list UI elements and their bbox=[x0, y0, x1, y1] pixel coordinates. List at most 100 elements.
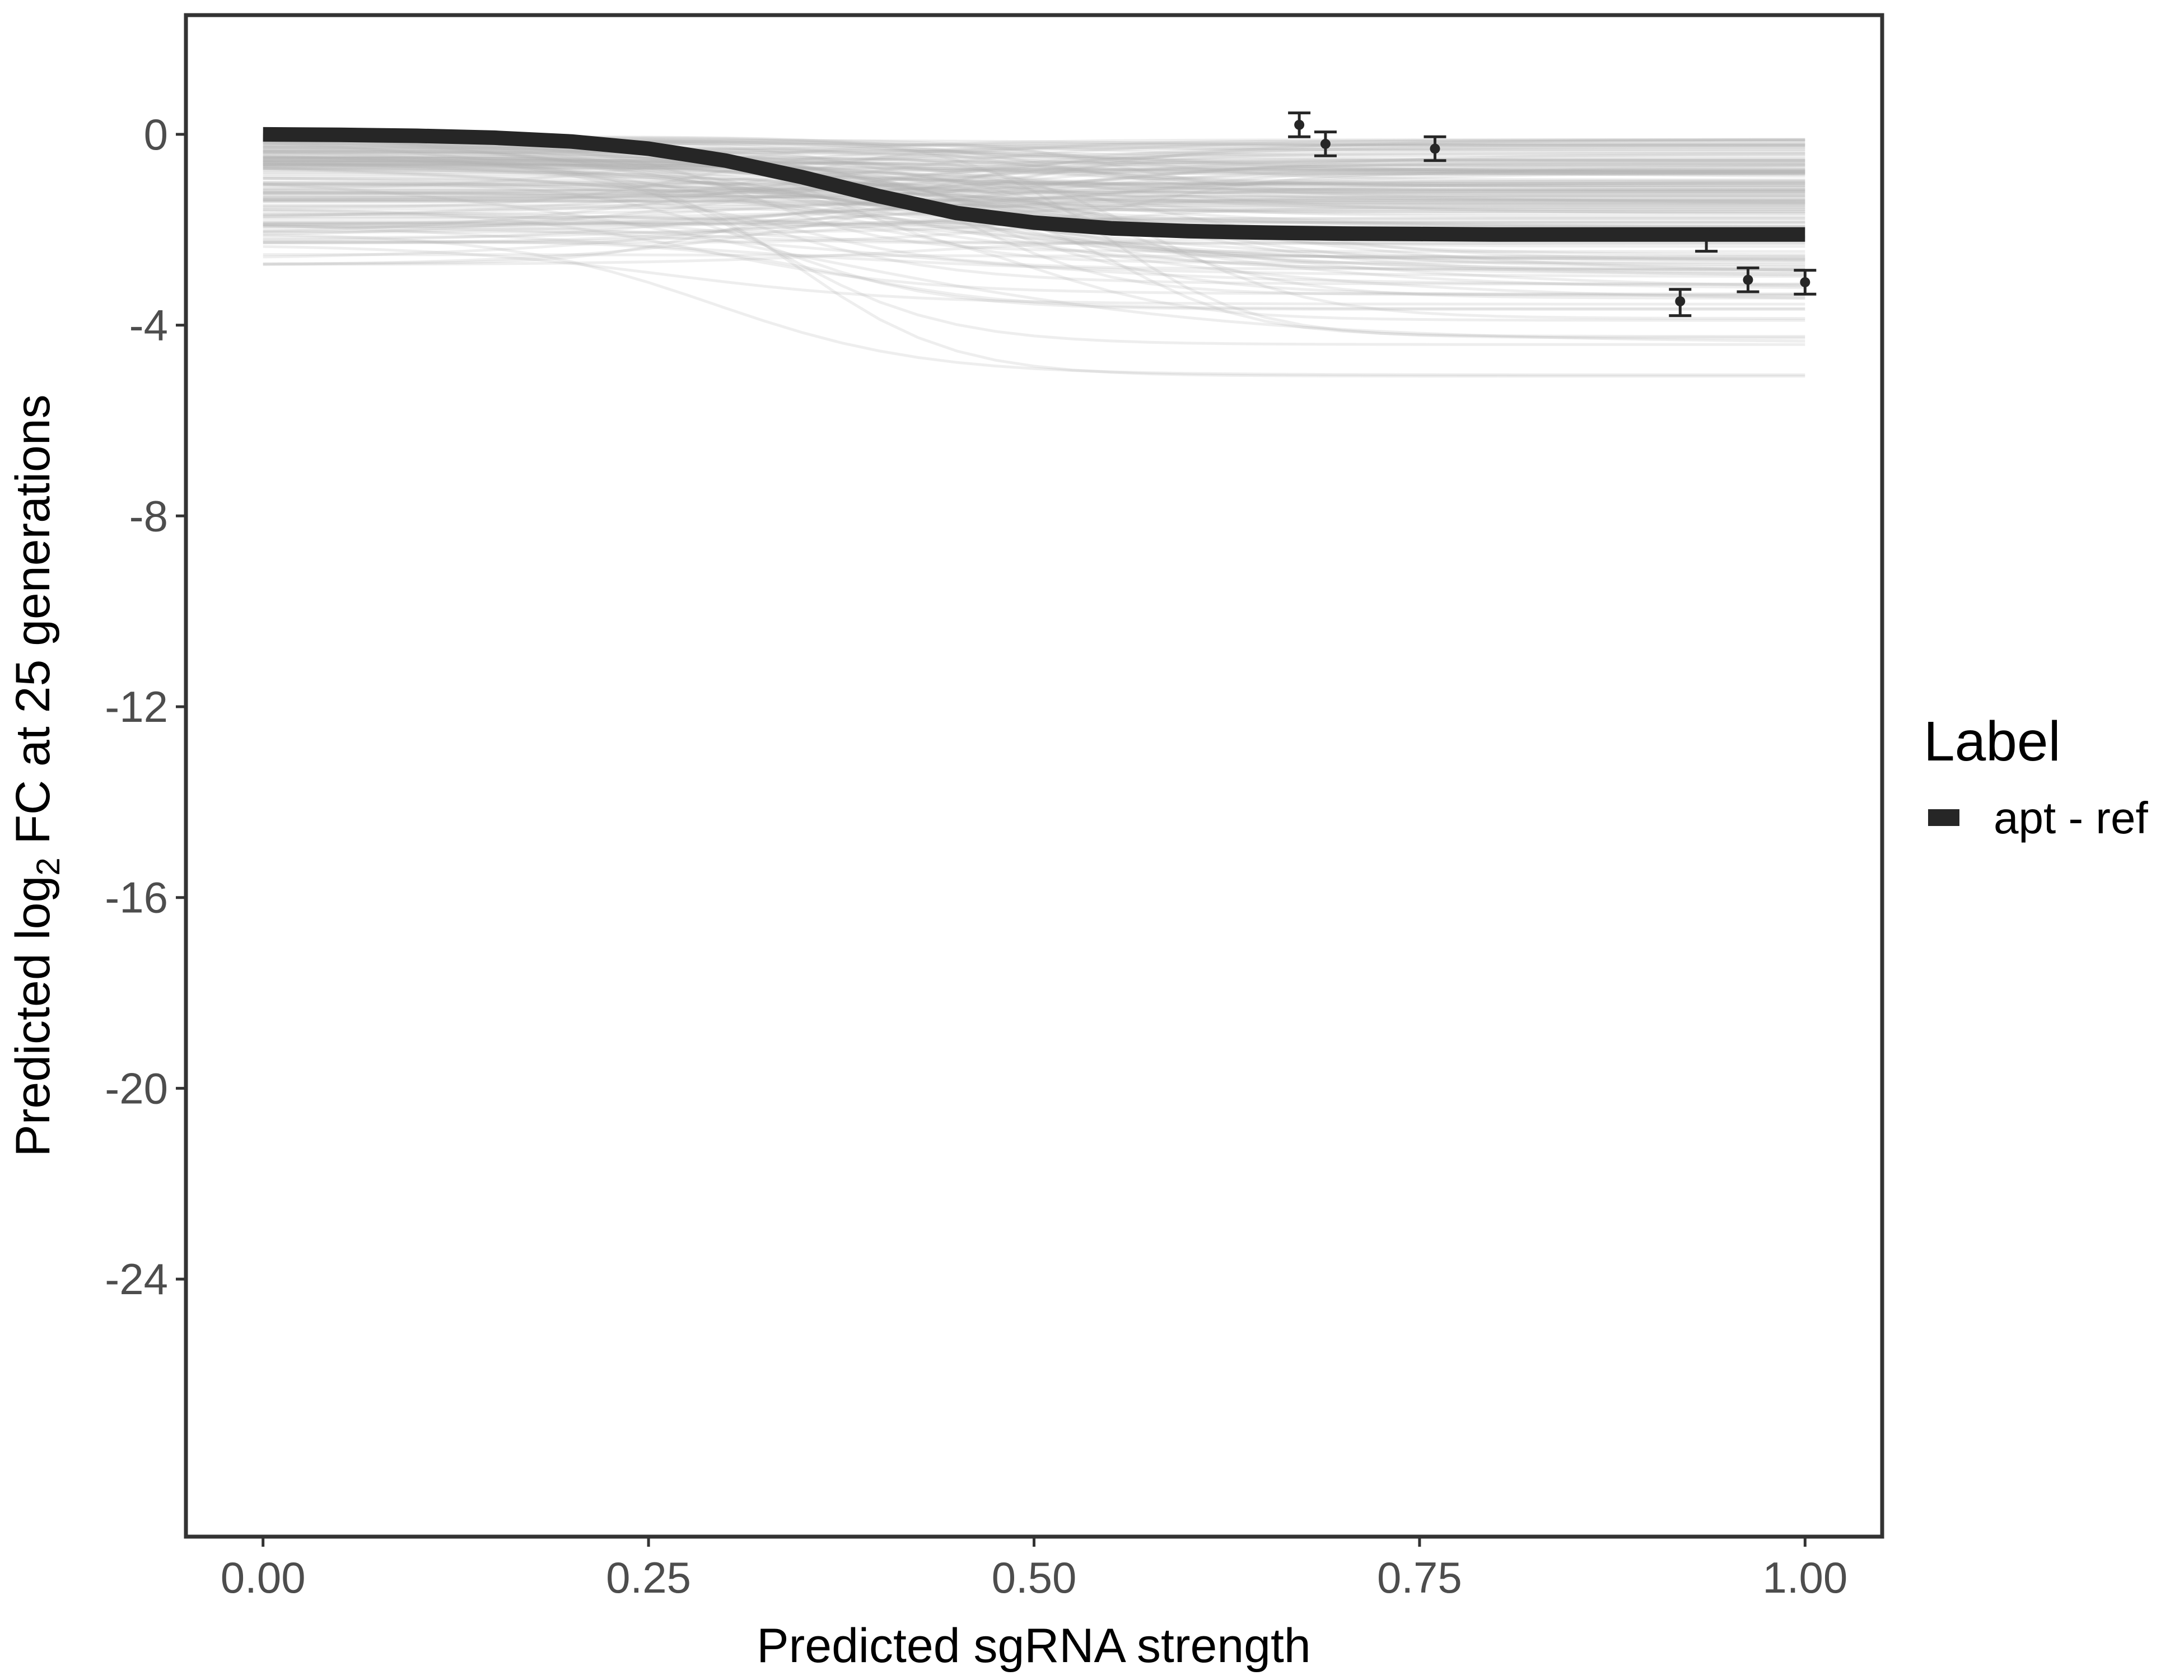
posterior-draw-line bbox=[263, 167, 1805, 261]
posterior-draw-line bbox=[263, 150, 1805, 320]
posterior-draw-line bbox=[263, 208, 1805, 228]
posterior-draw-line bbox=[263, 146, 1805, 271]
observed-point bbox=[1314, 130, 1337, 157]
posterior-draw-line bbox=[263, 164, 1805, 300]
x-tick-label: 0.00 bbox=[221, 1553, 306, 1602]
posterior-draw-line bbox=[263, 160, 1805, 189]
posterior-draw-line bbox=[263, 171, 1805, 192]
posterior-draw-line bbox=[263, 163, 1805, 218]
posterior-draw-line bbox=[263, 168, 1805, 195]
posterior-draw-line bbox=[263, 153, 1805, 201]
posterior-draw-line bbox=[263, 171, 1805, 217]
x-axis-title: Predicted sgRNA strength bbox=[757, 1619, 1311, 1673]
posterior-draw-line bbox=[263, 199, 1805, 213]
posterior-draw-line bbox=[263, 145, 1805, 162]
posterior-draw-line bbox=[263, 194, 1805, 226]
posterior-draw-line bbox=[263, 161, 1805, 266]
x-tick-label: 0.75 bbox=[1377, 1553, 1462, 1602]
data-point bbox=[1701, 229, 1712, 240]
posterior-draw-line bbox=[263, 161, 1805, 378]
posterior-draw-line bbox=[263, 147, 1805, 209]
y-tick-label: -16 bbox=[105, 873, 168, 922]
observed-point bbox=[1288, 111, 1311, 138]
posterior-draw-line bbox=[263, 163, 1805, 218]
posterior-draw-line bbox=[263, 239, 1805, 310]
posterior-draw-line bbox=[263, 160, 1805, 165]
posterior-draw-line bbox=[263, 140, 1805, 156]
y-axis-title: Predicted log2 FC at 25 generations bbox=[6, 394, 67, 1156]
posterior-draw-line bbox=[263, 142, 1805, 160]
data-point bbox=[1800, 277, 1810, 287]
legend-key-apt-ref bbox=[1928, 809, 1959, 826]
y-tick-label: -24 bbox=[105, 1254, 168, 1304]
observed-point bbox=[1669, 288, 1692, 318]
posterior-draw-line bbox=[263, 245, 1805, 306]
posterior-draw-line bbox=[263, 166, 1805, 171]
posterior-draw-line bbox=[263, 137, 1805, 176]
posterior-draw-line bbox=[263, 156, 1805, 346]
posterior-draw-line bbox=[263, 182, 1805, 199]
y-axis-title-subscript: 2 bbox=[30, 857, 67, 875]
x-tick-label: 0.50 bbox=[992, 1553, 1077, 1602]
data-point bbox=[1743, 274, 1753, 285]
posterior-draw-line bbox=[263, 142, 1805, 202]
posterior-draw-line bbox=[263, 212, 1805, 245]
posterior-draw-line bbox=[263, 151, 1805, 286]
posterior-draw-line bbox=[263, 208, 1805, 296]
legend-label-apt-ref: apt - ref bbox=[1994, 793, 2148, 843]
y-tick-label: -20 bbox=[105, 1063, 168, 1113]
posterior-draw-line bbox=[263, 169, 1805, 203]
posterior-draw-line bbox=[263, 171, 1805, 220]
posterior-draw-line bbox=[263, 160, 1805, 188]
legend: Label apt - ref bbox=[1924, 710, 2148, 843]
x-tick-label: 1.00 bbox=[1762, 1553, 1847, 1602]
posterior-draw-line bbox=[263, 172, 1805, 211]
posterior-draw-line bbox=[263, 175, 1805, 268]
posterior-draw-line bbox=[263, 201, 1805, 241]
posterior-draw-line bbox=[263, 158, 1805, 187]
y-tick-label: -12 bbox=[105, 682, 168, 731]
posterior-draw-line bbox=[263, 161, 1805, 205]
posterior-draw-line bbox=[263, 184, 1805, 195]
posterior-draw-line bbox=[263, 181, 1805, 186]
posterior-draw-line bbox=[263, 164, 1805, 192]
posterior-draw-line bbox=[263, 155, 1805, 203]
posterior-draw-line bbox=[263, 182, 1805, 343]
posterior-draw-line bbox=[263, 233, 1805, 376]
posterior-draw-line bbox=[263, 215, 1805, 322]
observed-point bbox=[1794, 269, 1817, 296]
posterior-draw-line bbox=[263, 139, 1805, 236]
posterior-draw-line bbox=[263, 138, 1805, 233]
posterior-draw-line bbox=[263, 144, 1805, 195]
observed-point bbox=[1695, 229, 1718, 253]
posterior-draw-line bbox=[263, 157, 1805, 199]
y-tick-label: 0 bbox=[144, 110, 168, 159]
posterior-draw-line bbox=[263, 181, 1805, 233]
posterior-draw-line bbox=[263, 177, 1805, 272]
posterior-draw-line bbox=[263, 189, 1805, 215]
posterior-draw-line bbox=[263, 146, 1805, 194]
posterior-draw-line bbox=[263, 161, 1805, 172]
posterior-draw-line bbox=[263, 160, 1805, 172]
posterior-draw-line bbox=[263, 158, 1805, 272]
data-point bbox=[1675, 296, 1686, 307]
posterior-draw-line bbox=[263, 138, 1805, 190]
posterior-draw-line bbox=[263, 181, 1805, 311]
posterior-draw-line bbox=[263, 151, 1805, 223]
fitted-curve-layer bbox=[263, 127, 1805, 242]
posterior-draw-line bbox=[263, 148, 1805, 162]
posterior-draw-line bbox=[263, 145, 1805, 189]
posterior-draw-line bbox=[263, 225, 1805, 245]
posterior-draw-line bbox=[263, 156, 1805, 273]
data-point bbox=[1320, 138, 1331, 149]
posterior-draw-line bbox=[263, 164, 1805, 174]
observed-point bbox=[1737, 266, 1760, 293]
posterior-draw-line bbox=[263, 143, 1805, 170]
posterior-draw-line bbox=[263, 225, 1805, 286]
posterior-draw-line bbox=[263, 157, 1805, 192]
posterior-draw-line bbox=[263, 152, 1805, 209]
posterior-draw-line bbox=[263, 203, 1805, 265]
posterior-draw-line bbox=[263, 163, 1805, 228]
series-line-apt-ref bbox=[263, 127, 1805, 242]
